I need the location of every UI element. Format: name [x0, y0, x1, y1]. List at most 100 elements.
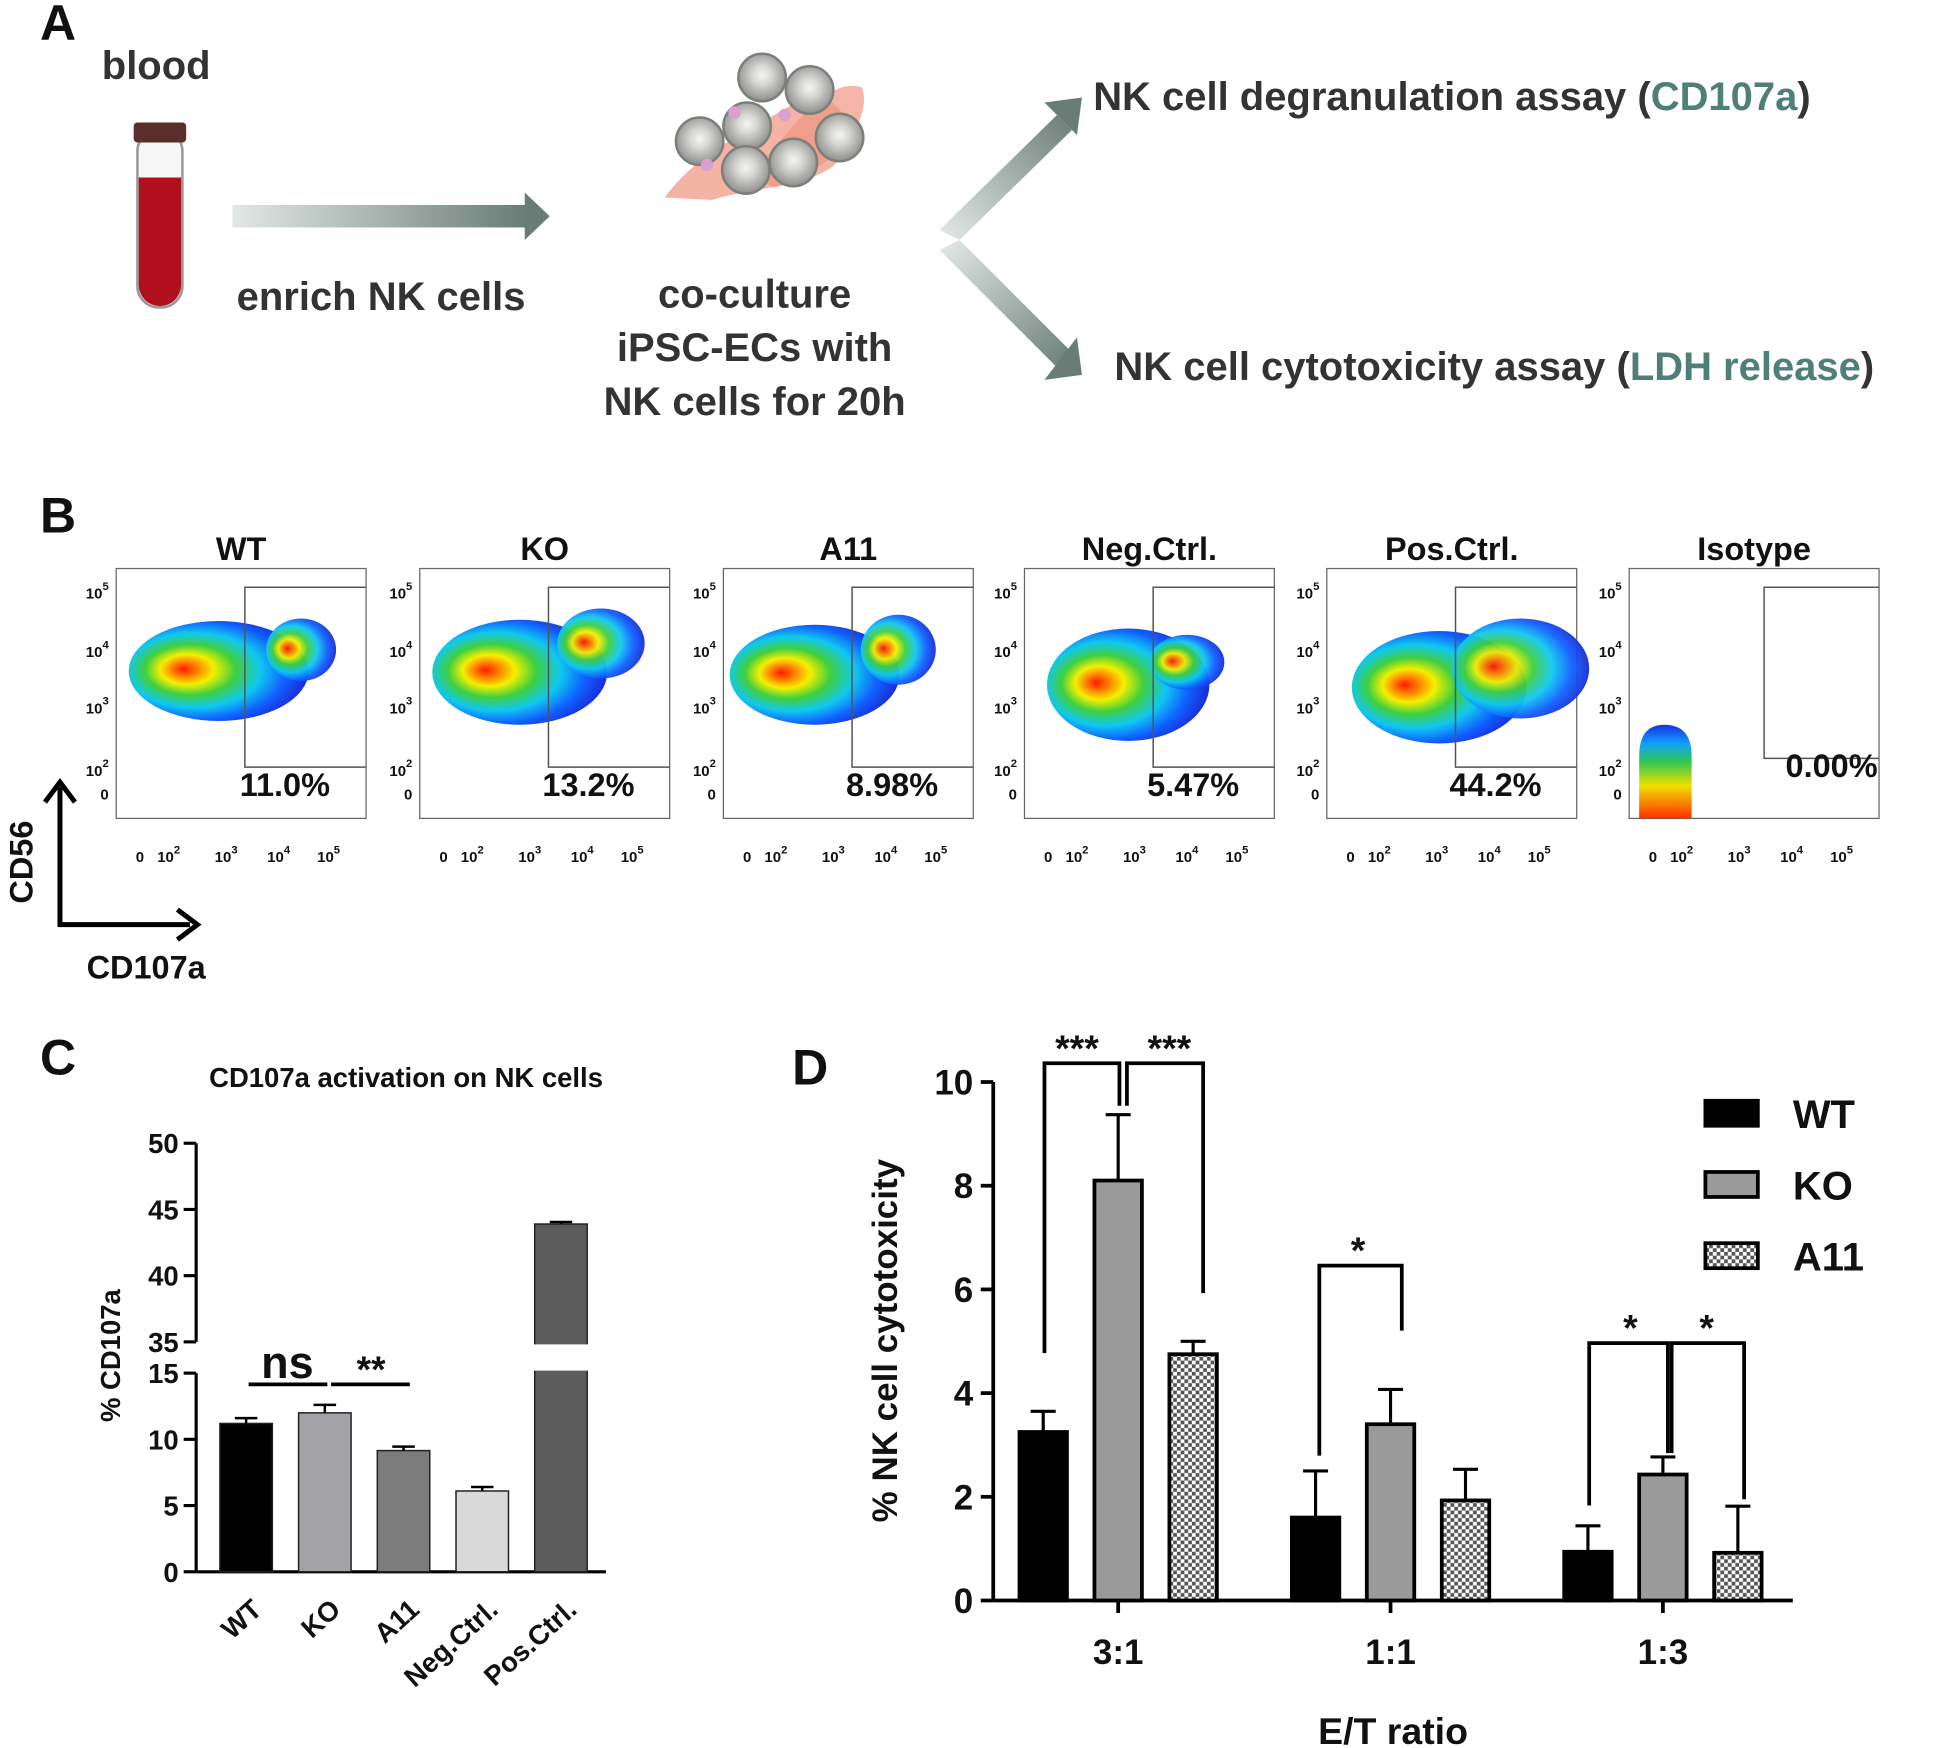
- tick-label: 102: [1296, 758, 1319, 780]
- tick-base: 0: [1009, 787, 1017, 804]
- gate-percent: 13.2%: [542, 767, 634, 803]
- tick-base: 10: [1425, 849, 1442, 866]
- plot-title: Pos.Ctrl.: [1385, 531, 1519, 567]
- tick-base: 10: [1830, 849, 1847, 866]
- assay-label: NK cell cytotoxicity assay (LDH release): [1114, 345, 1874, 389]
- tick-base: 0: [404, 787, 412, 804]
- tick-base: 0: [1311, 787, 1319, 804]
- y-tick-label: 2: [954, 1478, 973, 1517]
- error-bar: [313, 1403, 337, 1413]
- plot-title: A11: [819, 531, 877, 567]
- error-bar: [1378, 1387, 1404, 1425]
- tick-label: 103: [693, 696, 716, 718]
- tick-label: 0: [1044, 849, 1052, 866]
- gate-percent: 44.2%: [1449, 767, 1541, 803]
- y-tick-label: 15: [148, 1358, 179, 1389]
- tick-base: 0: [1649, 849, 1657, 866]
- legend-label: KO: [1793, 1164, 1853, 1208]
- significance: *: [1623, 1307, 1638, 1349]
- tick-label: 105: [86, 581, 109, 603]
- tick-base: 10: [157, 849, 174, 866]
- cell-culture: [664, 52, 865, 200]
- bar: [1167, 1352, 1219, 1603]
- tick-label: 103: [518, 844, 541, 866]
- tick-base: 10: [1599, 586, 1616, 603]
- legend-swatch: [1703, 1098, 1760, 1128]
- tick-exponent: 4: [102, 639, 109, 651]
- x-tick-label: WT: [215, 1593, 268, 1645]
- tick-base: 0: [136, 849, 144, 866]
- bar: [1562, 1549, 1614, 1603]
- label: co-culture: [658, 272, 851, 316]
- bar: [219, 1422, 274, 1573]
- bar: [1637, 1472, 1689, 1603]
- tick-label: 104: [1175, 844, 1199, 866]
- tick-label: 103: [1425, 844, 1448, 866]
- tick-base: 10: [874, 849, 891, 866]
- tick-exponent: 3: [710, 696, 716, 708]
- tick-label: 104: [1780, 844, 1804, 866]
- error-bar: [1725, 1504, 1751, 1553]
- tick-exponent: 5: [1847, 844, 1853, 856]
- significance-bracket: [1587, 1341, 1670, 1506]
- tick-exponent: 4: [710, 639, 717, 651]
- tick-label: 104: [994, 639, 1018, 661]
- tick-base: 10: [1225, 849, 1242, 866]
- tick-exponent: 4: [891, 844, 898, 856]
- tick-base: 0: [1346, 849, 1354, 866]
- tick-exponent: 4: [1494, 844, 1501, 856]
- error-bar: [1650, 1455, 1676, 1475]
- tick-label: 104: [571, 844, 595, 866]
- tick-label: 105: [1599, 581, 1622, 603]
- tick-base: 10: [994, 586, 1011, 603]
- panel-label: C: [40, 1030, 76, 1086]
- tick-label: 102: [157, 844, 180, 866]
- assay-label: NK cell degranulation assay (CD107a): [1093, 75, 1810, 119]
- tick-base: 10: [518, 849, 535, 866]
- significance-bracket: [1042, 1061, 1122, 1354]
- gate-percent: 5.47%: [1147, 767, 1239, 803]
- tick-exponent: 4: [1797, 844, 1804, 856]
- tick-base: 10: [693, 644, 710, 661]
- tick-exponent: 5: [406, 581, 412, 593]
- tick-label: 105: [389, 581, 412, 603]
- density: [860, 614, 936, 685]
- tick-base: 10: [317, 849, 334, 866]
- bar: [1712, 1550, 1764, 1603]
- tick-base: 10: [1296, 700, 1313, 717]
- tick-base: 10: [389, 586, 406, 603]
- tick-base: 10: [994, 763, 1011, 780]
- legend-swatch: [1703, 1170, 1760, 1199]
- y-tick-label: 8: [954, 1167, 973, 1206]
- label: NK cells for 20h: [604, 380, 906, 424]
- y-tick-label: 4: [954, 1375, 974, 1414]
- axis-label: CD107a: [87, 949, 207, 985]
- tick-exponent: 3: [839, 844, 845, 856]
- tick-label: 102: [764, 844, 787, 866]
- tick-label: 102: [994, 758, 1017, 780]
- tick-label: 102: [86, 758, 109, 780]
- tick-base: 0: [708, 787, 716, 804]
- tick-exponent: 2: [710, 758, 716, 770]
- label: blood: [102, 44, 211, 88]
- axis-break: [532, 1344, 590, 1371]
- tick-label: 104: [874, 844, 898, 866]
- gate-percent: 11.0%: [240, 767, 330, 803]
- tick-exponent: 4: [1011, 639, 1018, 651]
- significance: ***: [1148, 1027, 1192, 1069]
- axis-label: % NK cell cytotoxicity: [866, 1158, 905, 1522]
- tick-label: 0: [1346, 849, 1354, 866]
- tick-exponent: 3: [406, 696, 412, 708]
- bar: [297, 1412, 352, 1573]
- tick-base: 10: [1780, 849, 1797, 866]
- tick-base: 0: [1044, 849, 1052, 866]
- y-tick-label: 35: [148, 1327, 179, 1358]
- y-tick-label: 6: [954, 1271, 973, 1310]
- error-bar: [471, 1485, 494, 1491]
- error-bar: [1575, 1524, 1601, 1552]
- bar: [1092, 1178, 1144, 1603]
- panel-label: A: [40, 0, 76, 51]
- tick-label: 103: [1123, 844, 1146, 866]
- x-tick-label: KO: [295, 1593, 346, 1644]
